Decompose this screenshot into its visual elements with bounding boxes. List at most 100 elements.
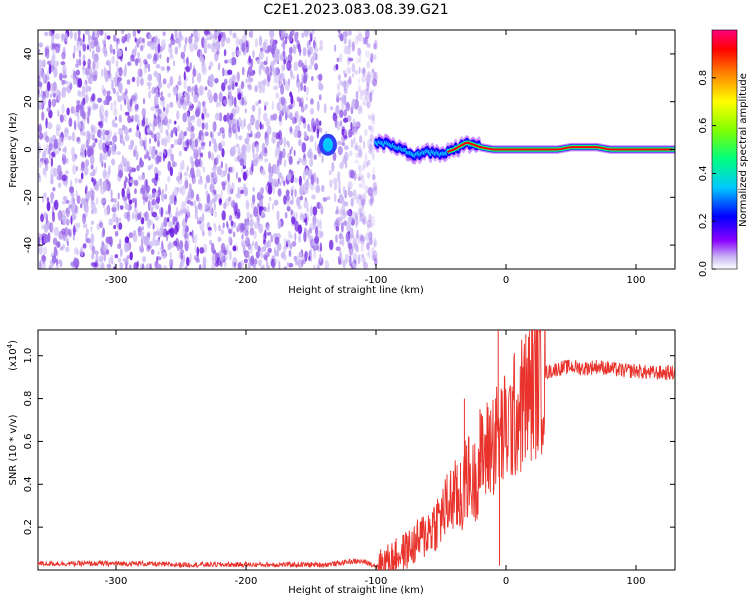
- noise-speck: [188, 35, 193, 45]
- noise-speck: [89, 154, 95, 166]
- noise-speck: [354, 259, 357, 264]
- noise-speck: [267, 45, 272, 53]
- noise-speck: [211, 33, 215, 40]
- noise-speck: [371, 67, 376, 78]
- noise-speck: [137, 68, 143, 78]
- noise-speck: [62, 153, 66, 159]
- noise-speck: [55, 123, 62, 131]
- noise-speck: [38, 59, 43, 69]
- noise-speck: [97, 121, 102, 127]
- noise-speck: [366, 219, 372, 228]
- noise-speck: [128, 264, 132, 269]
- noise-speck: [343, 117, 348, 123]
- noise-speck: [61, 174, 67, 182]
- noise-speck: [71, 132, 75, 142]
- noise-speck: [135, 150, 139, 161]
- noise-speck: [252, 263, 257, 269]
- noise-speck: [129, 56, 133, 66]
- noise-speck: [357, 47, 361, 57]
- noise-speck: [161, 251, 167, 259]
- noise-speck: [150, 42, 156, 51]
- noise-speck: [358, 48, 362, 59]
- noise-speck: [116, 151, 121, 156]
- noise-speck: [208, 199, 213, 209]
- noise-speck: [214, 261, 219, 268]
- noise-speck: [58, 147, 61, 152]
- noise-speck: [75, 63, 79, 68]
- noise-speck: [217, 131, 221, 137]
- noise-speck: [348, 256, 352, 265]
- noise-speck: [50, 174, 54, 183]
- noise-speck: [358, 66, 361, 75]
- noise-speck: [272, 203, 275, 211]
- noise-speck: [358, 104, 362, 112]
- noise-speck: [184, 111, 190, 119]
- noise-speck: [223, 249, 228, 256]
- noise-speck: [312, 222, 317, 230]
- noise-speck: [126, 79, 131, 85]
- noise-speck: [311, 30, 315, 35]
- noise-speck: [288, 155, 293, 165]
- noise-speck: [39, 260, 42, 269]
- noise-speck: [173, 120, 177, 125]
- noise-speck: [216, 39, 219, 47]
- noise-speck: [352, 237, 358, 248]
- noise-speck: [286, 172, 292, 181]
- noise-speck: [123, 180, 127, 190]
- noise-speck: [280, 30, 285, 38]
- noise-speck: [82, 60, 86, 67]
- noise-speck: [141, 226, 144, 231]
- noise-speck: [48, 264, 52, 269]
- noise-speck: [347, 181, 353, 190]
- noise-speck: [118, 114, 123, 123]
- noise-speck: [185, 36, 188, 47]
- noise-speck: [165, 230, 170, 236]
- noise-speck: [365, 74, 371, 85]
- noise-speck: [134, 58, 139, 66]
- noise-speck: [169, 101, 174, 108]
- noise-speck: [197, 202, 202, 210]
- noise-speck: [108, 146, 114, 152]
- noise-speck: [147, 40, 152, 47]
- noise-speck: [53, 199, 59, 211]
- noise-speck: [132, 30, 137, 38]
- noise-speck: [113, 77, 117, 83]
- noise-speck: [117, 192, 120, 200]
- noise-speck: [373, 241, 377, 249]
- noise-speck: [247, 84, 253, 91]
- noise-speck: [207, 226, 212, 232]
- noise-speck: [286, 261, 290, 268]
- noise-speck: [293, 255, 297, 261]
- noise-speck: [124, 176, 128, 182]
- noise-speck: [183, 80, 187, 90]
- noise-speck: [261, 123, 264, 130]
- noise-speck: [113, 224, 116, 230]
- noise-speck: [52, 187, 56, 192]
- noise-speck: [169, 227, 175, 238]
- noise-speck: [245, 40, 248, 47]
- noise-speck: [358, 171, 362, 177]
- noise-speck: [106, 93, 111, 104]
- noise-speck: [132, 211, 135, 219]
- noise-speck: [221, 148, 225, 158]
- noise-speck: [275, 145, 278, 156]
- noise-speck: [363, 88, 369, 95]
- noise-speck: [357, 253, 363, 263]
- noise-speck: [243, 258, 248, 264]
- noise-speck: [371, 215, 376, 227]
- noise-speck: [198, 86, 203, 96]
- noise-speck: [190, 201, 194, 207]
- noise-speck: [352, 118, 356, 124]
- noise-speck: [115, 60, 119, 68]
- noise-speck: [106, 35, 111, 40]
- noise-speck: [362, 257, 366, 264]
- noise-speck: [189, 252, 192, 264]
- noise-speck: [108, 218, 113, 226]
- noise-speck: [372, 181, 378, 192]
- noise-speck: [369, 91, 373, 96]
- noise-speck: [130, 139, 135, 147]
- noise-speck: [85, 84, 89, 94]
- noise-speck: [57, 109, 60, 117]
- noise-speck: [120, 248, 123, 254]
- noise-speck: [240, 240, 246, 248]
